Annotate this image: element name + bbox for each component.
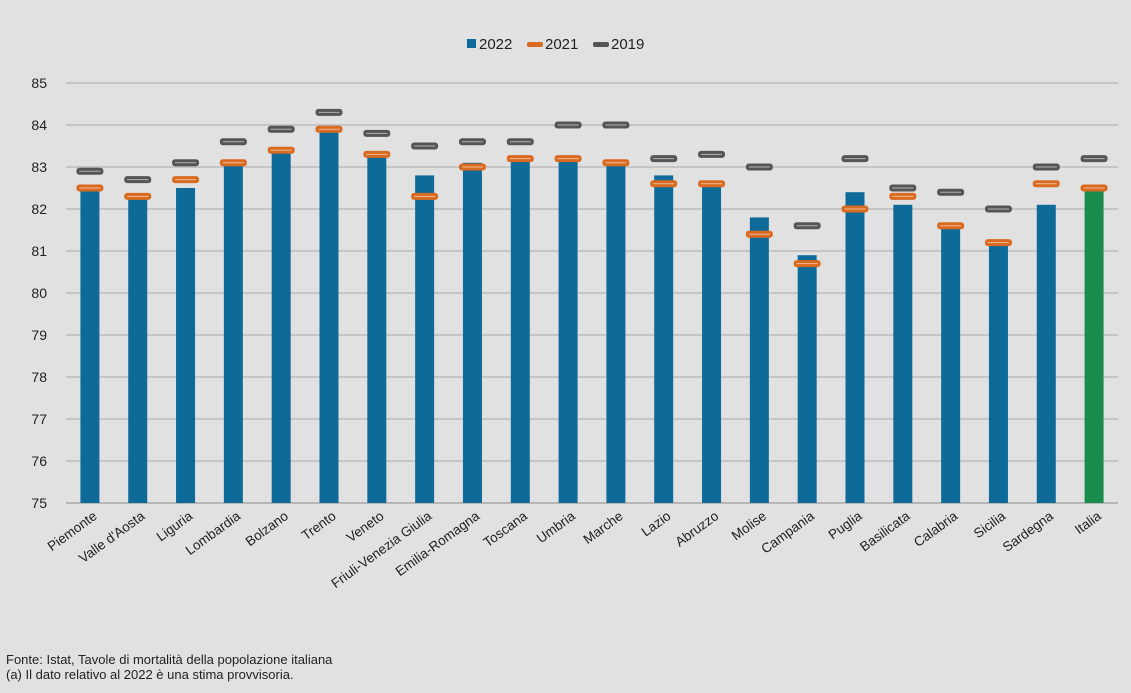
x-category-label: Campania (758, 508, 817, 557)
legend-swatch-2019 (593, 42, 609, 47)
bar-2022 (749, 217, 769, 503)
bar-2022 (80, 188, 100, 503)
x-category-label: Basilicata (857, 508, 913, 554)
bar-2022 (702, 183, 722, 504)
footnotes: Fonte: Istat, Tavole di mortalità della … (6, 652, 332, 682)
bar-2022 (319, 129, 339, 503)
x-category-label: Italia (1072, 508, 1104, 537)
x-category-label: Molise (729, 508, 769, 543)
x-category-label: Lombardia (183, 508, 244, 558)
bar-2022 (415, 175, 435, 503)
bar-2022 (462, 162, 482, 504)
bar-2022 (128, 196, 148, 503)
x-category-label: Emilia-Romagna (393, 508, 483, 579)
bar-2022 (797, 255, 817, 503)
y-tick-label: 75 (31, 495, 47, 511)
bar-2022 (988, 242, 1008, 503)
y-axis-ticks: 75 76 77 78 79 80 81 82 83 84 85 (31, 75, 47, 511)
provisional-note: (a) Il dato relativo al 2022 è una stima… (6, 667, 294, 682)
bar-2022 (558, 158, 578, 503)
x-category-label: Umbria (534, 508, 578, 546)
x-category-label: Bolzano (243, 508, 291, 549)
y-tick-label: 78 (31, 369, 47, 385)
legend-label-2021: 2021 (545, 36, 578, 53)
markers (76, 108, 1108, 268)
y-tick-label: 83 (31, 159, 47, 175)
legend-label-2019: 2019 (611, 36, 644, 53)
source-note: Fonte: Istat, Tavole di mortalità della … (6, 652, 333, 667)
y-tick-label: 77 (31, 411, 47, 427)
bar-2022 (1084, 188, 1104, 503)
bar-2022 (510, 158, 530, 503)
legend: 2022 2021 2019 (467, 36, 644, 53)
legend-label-2022: 2022 (479, 36, 512, 53)
x-category-label: Puglia (826, 508, 866, 542)
bar-2022 (223, 162, 243, 504)
y-tick-label: 81 (31, 243, 47, 259)
y-tick-label: 84 (31, 117, 47, 133)
x-category-label: Marche (580, 508, 625, 547)
y-tick-label: 85 (31, 75, 47, 91)
x-category-label: Calabria (911, 508, 961, 550)
bar-2022 (606, 162, 626, 504)
bar-2022 (1036, 204, 1056, 504)
y-tick-label: 82 (31, 201, 47, 217)
x-category-label: Sardegna (1000, 508, 1057, 555)
bar-2022 (654, 175, 674, 503)
bar-2022 (367, 154, 387, 503)
bars-2022 (80, 129, 1104, 504)
x-category-label: Liguria (154, 508, 196, 544)
y-tick-label: 79 (31, 327, 47, 343)
x-category-label: Toscana (481, 508, 531, 550)
y-tick-label: 76 (31, 453, 47, 469)
gridlines (66, 82, 1118, 504)
bar-2022 (941, 225, 961, 504)
x-category-label: Trento (299, 508, 339, 543)
bar-2022 (893, 204, 913, 504)
x-category-label: Veneto (344, 508, 387, 545)
bar-2022 (271, 150, 291, 503)
bar-2022 (176, 188, 196, 503)
x-category-label: Abruzzo (672, 508, 721, 549)
x-category-label: Sicilia (971, 508, 1009, 541)
bar-2022 (845, 192, 865, 503)
y-tick-label: 80 (31, 285, 47, 301)
legend-swatch-2022 (467, 39, 476, 48)
x-category-label: Lazio (639, 508, 674, 539)
legend-swatch-2021 (527, 42, 543, 47)
